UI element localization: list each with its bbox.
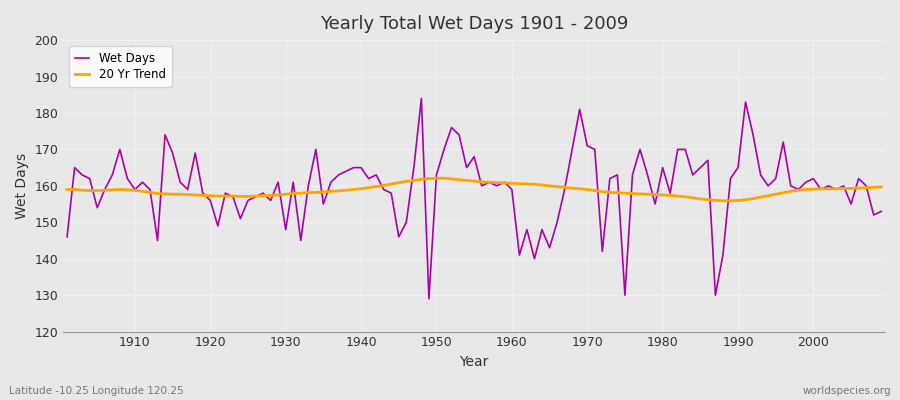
20 Yr Trend <box>507 181 517 186</box>
20 Yr Trend <box>62 187 73 192</box>
20 Yr Trend <box>514 181 525 186</box>
20 Yr Trend <box>605 190 616 195</box>
20 Yr Trend <box>431 176 442 180</box>
Wet Days <box>416 96 427 101</box>
Wet Days <box>122 176 133 181</box>
Line: Wet Days: Wet Days <box>68 98 881 299</box>
Wet Days <box>62 234 73 239</box>
Title: Yearly Total Wet Days 1901 - 2009: Yearly Total Wet Days 1901 - 2009 <box>320 15 628 33</box>
X-axis label: Year: Year <box>460 355 489 369</box>
20 Yr Trend <box>122 188 133 192</box>
Wet Days <box>333 172 344 177</box>
20 Yr Trend <box>876 184 886 189</box>
20 Yr Trend <box>333 188 344 193</box>
Legend: Wet Days, 20 Yr Trend: Wet Days, 20 Yr Trend <box>69 46 172 87</box>
Wet Days <box>288 180 299 185</box>
20 Yr Trend <box>288 191 299 196</box>
Text: Latitude -10.25 Longitude 120.25: Latitude -10.25 Longitude 120.25 <box>9 386 184 396</box>
Wet Days <box>514 253 525 258</box>
Wet Days <box>876 209 886 214</box>
Wet Days <box>424 296 435 301</box>
Wet Days <box>521 227 532 232</box>
20 Yr Trend <box>717 198 728 203</box>
Y-axis label: Wet Days: Wet Days <box>15 153 29 219</box>
Text: worldspecies.org: worldspecies.org <box>803 386 891 396</box>
Wet Days <box>612 172 623 177</box>
Line: 20 Yr Trend: 20 Yr Trend <box>68 178 881 201</box>
